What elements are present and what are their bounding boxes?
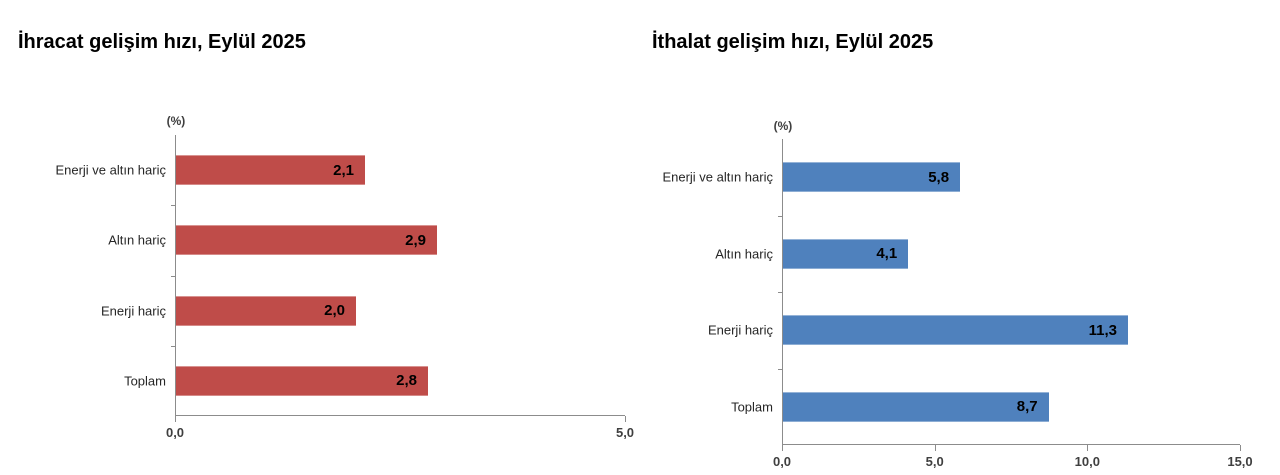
category-label: Altın hariç — [108, 232, 166, 248]
bar-value-label: 4,1 — [876, 245, 898, 263]
data-bar: 2,1 — [176, 155, 365, 186]
y-axis-tick — [171, 205, 175, 207]
import-chart-title: İthalat gelişim hızı, Eylül 2025 — [652, 31, 934, 53]
category-label: Altın hariç — [715, 246, 773, 262]
chart-row: Enerji hariç 11,3 — [708, 292, 1240, 369]
x-axis-tick — [782, 445, 783, 451]
bar-value-label: 2,8 — [396, 372, 417, 390]
category-label: Enerji hariç — [100, 303, 166, 319]
category-label: Enerji hariç — [707, 322, 773, 338]
chart-row: Enerji hariç 2,0 — [101, 276, 625, 346]
y-axis-tick — [171, 275, 175, 277]
chart-row: Toplam 2,8 — [124, 346, 625, 416]
bar-value-label: 2,9 — [405, 231, 426, 249]
import-bars-group: Enerji ve altın hariç 5,8 Altın hariç 4,1 En… — [662, 139, 1240, 446]
bar-value-label: 8,7 — [1016, 398, 1038, 416]
bar-value-label: 11,3 — [1088, 321, 1118, 339]
export-x-axis-line — [175, 415, 625, 416]
import-y-axis-line — [782, 139, 783, 451]
x-axis-tick-label: 5,0 — [615, 425, 635, 440]
data-bar: 2,0 — [176, 295, 356, 326]
category-label: Toplam — [731, 399, 773, 415]
chart-row: Toplam 8,7 — [731, 369, 1240, 446]
export-y-axis-line — [175, 135, 176, 422]
export-chart-title: İhracat gelişim hızı, Eylül 2025 — [18, 31, 306, 53]
export-plot-area: Enerji ve altın hariç 2,1 Altın hariç 2,9 En… — [55, 135, 634, 440]
x-axis-tick-label: 0,0 — [165, 425, 185, 440]
x-axis-tick — [934, 445, 936, 451]
x-axis-tick — [1240, 445, 1241, 451]
x-axis-tick-label: 5,0 — [925, 454, 944, 469]
import-x-axis-line — [782, 444, 1240, 445]
category-label: Enerji ve altın hariç — [55, 162, 166, 178]
import-plot-area: Enerji ve altın hariç 5,8 Altın hariç 4,1 En… — [662, 139, 1253, 469]
bar-value-label: 2,1 — [333, 161, 354, 179]
data-bar: 4,1 — [783, 238, 909, 269]
export-bars-group: Enerji ve altın hariç 2,1 Altın hariç 2,9 En… — [55, 135, 625, 416]
category-label: Toplam — [124, 373, 166, 389]
x-axis-tick-label: 15,0 — [1227, 454, 1253, 469]
data-bar: 5,8 — [783, 162, 961, 193]
x-axis-tick-label: 0,0 — [772, 454, 792, 469]
chart-row: Enerji ve altın hariç 2,1 — [55, 135, 625, 205]
y-axis-tick — [778, 292, 782, 293]
y-axis-tick — [778, 368, 782, 370]
x-axis-tick — [625, 416, 626, 422]
bar-value-label: 5,8 — [928, 168, 950, 186]
bar-value-label: 2,0 — [324, 302, 345, 320]
x-axis-tick-label: 10,0 — [1074, 454, 1100, 469]
import-unit-label: (%) — [773, 119, 793, 133]
chart-row: Enerji ve altın hariç 5,8 — [662, 139, 1240, 216]
y-axis-tick — [171, 345, 175, 347]
y-axis-tick — [778, 215, 782, 217]
data-bar: 11,3 — [783, 315, 1129, 346]
x-axis-tick — [175, 416, 176, 422]
export-unit-label: (%) — [166, 114, 186, 128]
data-bar: 2,8 — [176, 365, 428, 396]
data-bar: 8,7 — [783, 391, 1049, 422]
data-bar: 2,9 — [176, 225, 437, 256]
chart-row: Altın hariç 4,1 — [715, 216, 1240, 293]
chart-row: Altın hariç 2,9 — [108, 205, 625, 275]
x-axis-tick — [1087, 445, 1089, 451]
category-label: Enerji ve altın hariç — [662, 169, 773, 185]
